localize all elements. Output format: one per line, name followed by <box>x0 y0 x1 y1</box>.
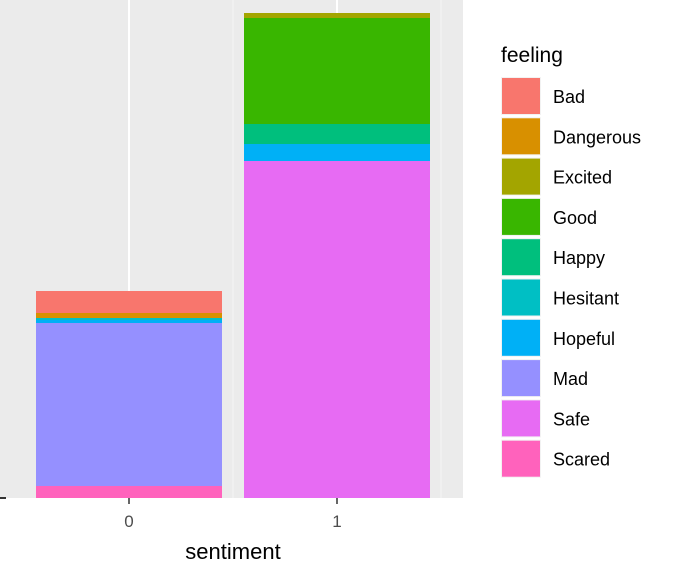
x-axis-title: sentiment <box>185 539 280 564</box>
bar-segment-dangerous-0 <box>36 313 222 318</box>
legend-swatch-good <box>502 198 540 235</box>
x-tick-label: 0 <box>124 512 133 531</box>
legend-swatch-dangerous <box>502 118 540 155</box>
bar-segment-hesitant-0 <box>36 318 222 320</box>
legend-label-mad: Mad <box>553 369 588 389</box>
legend-swatch-hesitant <box>502 279 540 316</box>
bar-segment-scared-0 <box>36 486 222 498</box>
legend-swatch-hopeful <box>502 319 540 356</box>
legend-title: feeling <box>501 44 563 67</box>
legend-label-bad: Bad <box>553 87 585 107</box>
legend-swatch-scared <box>502 440 540 477</box>
legend-swatch-excited <box>502 158 540 195</box>
legend-swatch-safe <box>502 400 540 437</box>
legend: Bad Dangerous Excited Good Happy Hesitant Hope… <box>501 77 641 478</box>
bar-stacks <box>36 13 430 498</box>
bar-segment-excited-1 <box>244 13 430 18</box>
bar-segment-bad-0 <box>36 291 222 313</box>
bar-segment-hopeful-1 <box>244 144 430 161</box>
legend-swatch-bad <box>502 78 540 114</box>
legend-label-dangerous: Dangerous <box>553 127 641 147</box>
legend-swatch-mad <box>502 360 540 397</box>
legend-label-hesitant: Hesitant <box>553 289 619 309</box>
legend-label-happy: Happy <box>553 248 605 268</box>
bar-segment-happy-1 <box>244 124 430 144</box>
legend-label-scared: Scared <box>553 450 610 470</box>
legend-label-excited: Excited <box>553 168 612 188</box>
legend-swatch-happy <box>502 239 540 276</box>
bar-segment-good-1 <box>244 18 430 124</box>
bar-segment-safe-1 <box>244 161 430 498</box>
legend-label-hopeful: Hopeful <box>553 329 615 349</box>
bar-segment-mad-0 <box>36 323 222 486</box>
x-tick-label: 1 <box>332 512 341 531</box>
legend-label-good: Good <box>553 208 597 228</box>
bar-segment-hopeful-0 <box>36 320 222 323</box>
legend-label-safe: Safe <box>553 409 590 429</box>
